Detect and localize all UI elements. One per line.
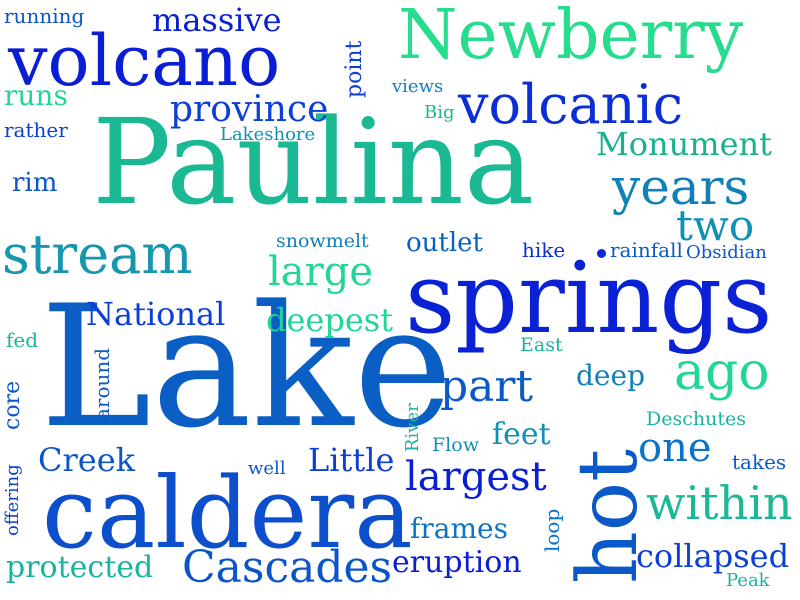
word-obsidian: Obsidian <box>686 242 767 263</box>
word-little: Little <box>308 441 395 479</box>
word-running: running <box>4 4 85 28</box>
word-hike: hike <box>522 238 566 262</box>
word-two: two <box>676 201 755 250</box>
word-caldera: caldera <box>42 457 413 571</box>
word-part: part <box>440 361 534 412</box>
word-flow: Flow <box>432 434 479 456</box>
word-protected: protected <box>6 550 154 585</box>
word-years: years <box>612 158 750 216</box>
word-within: within <box>646 476 793 530</box>
word-around: around <box>90 347 114 420</box>
bullet-dot <box>597 249 606 258</box>
word-large: large <box>268 249 374 295</box>
word-takes: takes <box>732 450 787 474</box>
word-newberry: Newberry <box>398 0 744 75</box>
word-loop: loop <box>540 508 564 552</box>
word-volcanic: volcanic <box>458 73 684 136</box>
word-rather: rather <box>4 118 68 142</box>
word-frames: frames <box>410 512 508 545</box>
word-deschutes: Deschutes <box>646 408 746 430</box>
word-stream: stream <box>2 223 193 286</box>
word-peak: Peak <box>726 570 770 591</box>
word-creek: Creek <box>38 441 136 479</box>
word-deepest: deepest <box>266 301 394 339</box>
word-largest: largest <box>405 454 547 500</box>
word-province: province <box>170 89 329 130</box>
word-lakeshore: Lakeshore <box>220 124 316 145</box>
word-feet: feet <box>492 417 551 452</box>
word-lake: Lake <box>40 269 453 465</box>
word-monument: Monument <box>596 125 772 163</box>
word-snowmelt: snowmelt <box>276 230 369 252</box>
word-big: Big <box>424 102 455 123</box>
word-one: one <box>638 425 712 471</box>
word-runs: runs <box>4 79 68 112</box>
word-rainfall: rainfall <box>610 238 683 262</box>
word-hot: hot <box>561 448 656 584</box>
word-river: River <box>402 403 423 452</box>
word-springs: springs <box>405 242 773 356</box>
word-ago: ago <box>674 342 770 402</box>
word-east: East <box>520 334 563 356</box>
word-paulina: Paulina <box>92 93 535 231</box>
word-rim: rim <box>12 168 58 198</box>
word-massive: massive <box>152 1 282 39</box>
word-deep: deep <box>576 359 645 392</box>
word-national: National <box>86 295 226 333</box>
word-point: point <box>342 40 367 98</box>
word-fed: fed <box>6 328 39 352</box>
word-collapsed: collapsed <box>636 537 790 575</box>
word-core: core <box>0 380 25 430</box>
word-views: views <box>392 76 444 97</box>
word-offering: offering <box>2 464 23 536</box>
word-cascades: Cascades <box>182 542 393 593</box>
word-volcano: volcano <box>8 20 281 102</box>
word-eruption: eruption <box>392 545 522 580</box>
word-well: well <box>248 458 286 479</box>
word-outlet: outlet <box>406 228 483 258</box>
